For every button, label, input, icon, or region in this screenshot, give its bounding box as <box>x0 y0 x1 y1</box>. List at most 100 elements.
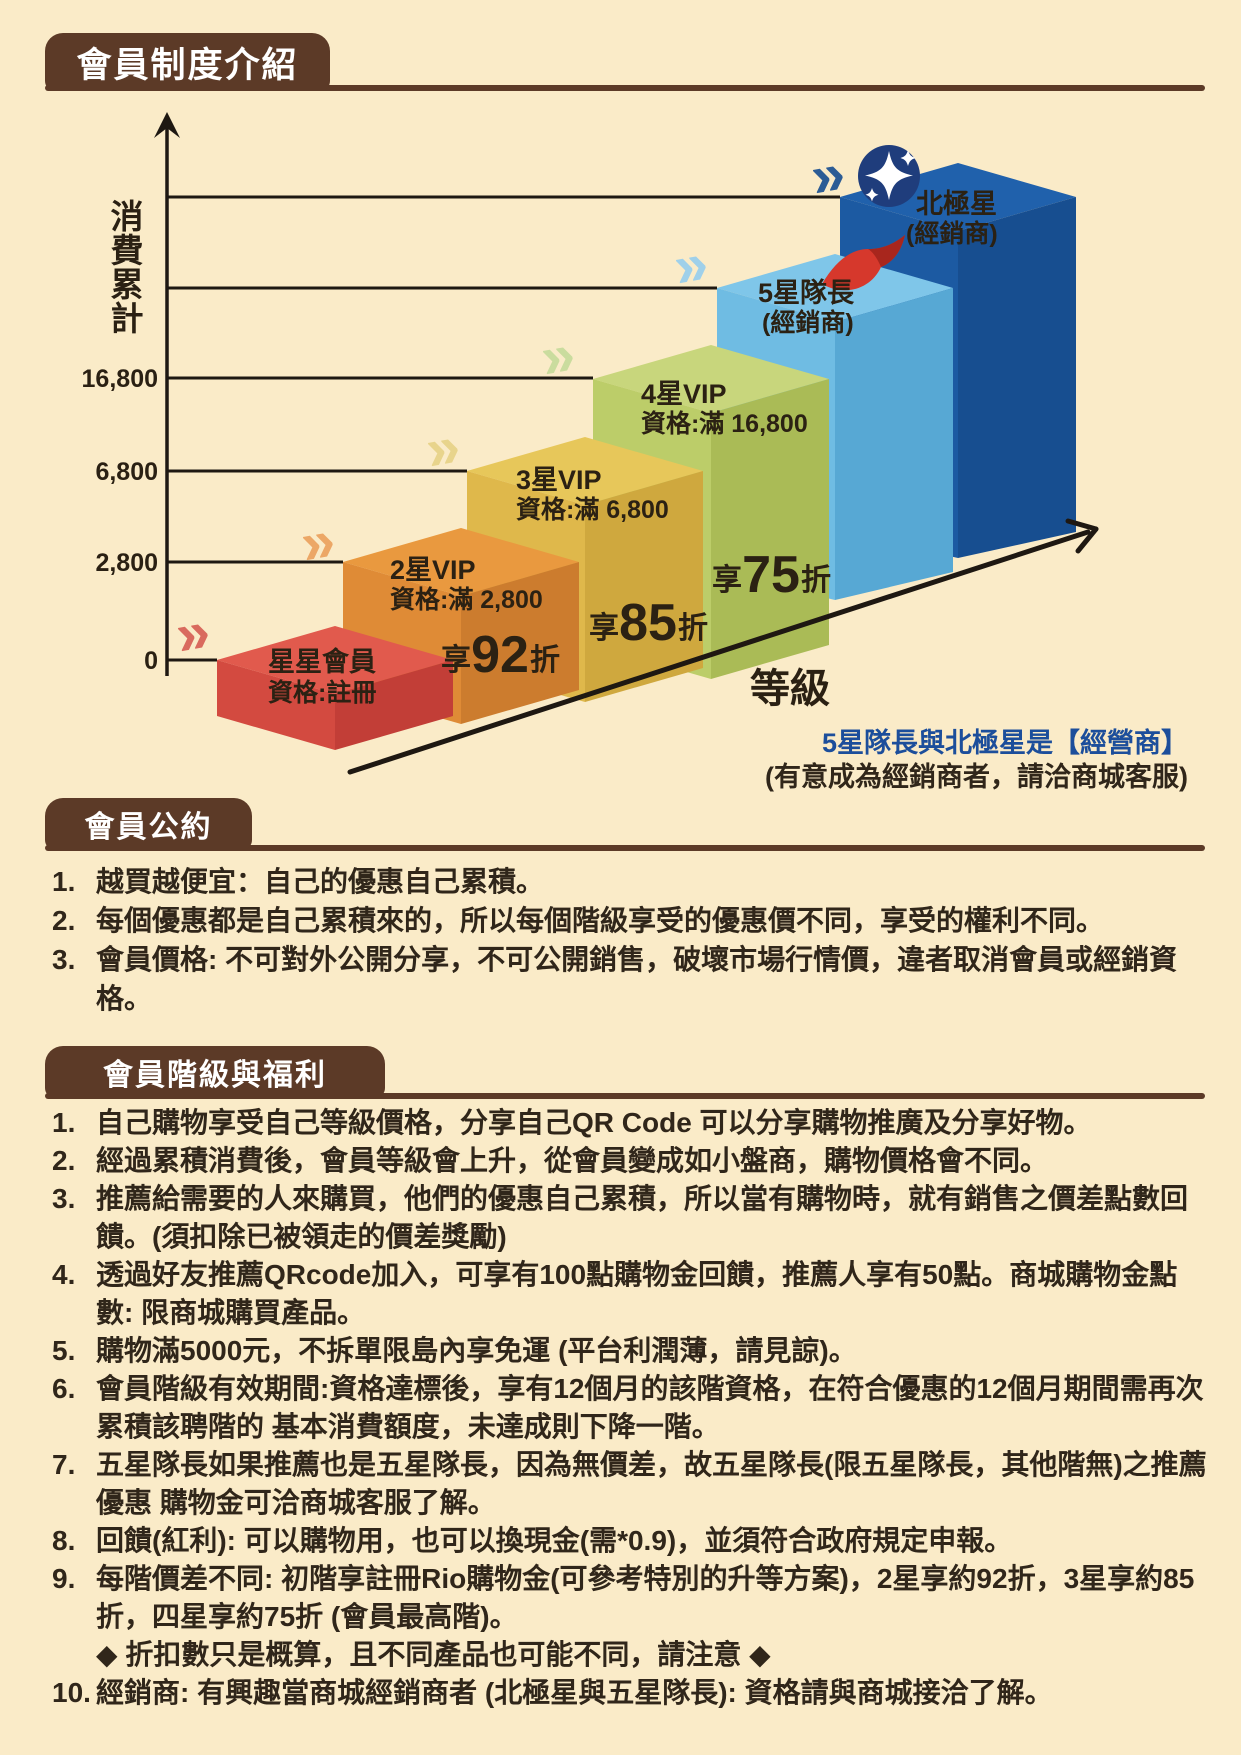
item-number: 10. <box>52 1677 91 1708</box>
item-text: 會員階級有效期間:資格達標後，享有12個月的該階資格，在符合優惠的12個月期間需… <box>96 1373 1204 1442</box>
block-left-face <box>217 660 335 750</box>
red-cape-icon <box>822 235 905 291</box>
item-text: 購物滿5000元，不拆單限島內享免運 (平台利潤薄，請見諒)。 <box>96 1335 857 1366</box>
item-text-main: 每階價差不同: 初階享註冊Rio購物金(可參考特別的升等方案)，2星享約92折，… <box>96 1563 1195 1632</box>
chevron-icon: » <box>536 320 581 392</box>
benefits-divider <box>45 1093 1205 1099</box>
block-labels: 星星會員 資格:註冊 2星VIP 資格:滿 2,800 3星VIP 資格:滿 6… <box>268 189 998 707</box>
item-number: 4. <box>52 1259 76 1290</box>
level-name: 3星VIP <box>516 465 602 495</box>
item-number: 5. <box>52 1335 76 1366</box>
item-number: 1. <box>52 1107 76 1138</box>
benefits-list: 1. 自己購物享受自己等級價格，分享自己QR Code 可以分享購物推廣及分享好… <box>52 1104 1207 1712</box>
list-item: 2. 經過累積消費後，會員等級會上升，從會員變成如小盤商，購物價格會不同。 <box>52 1142 1207 1180</box>
list-item: 2. 每個優惠都是自己累積來的，所以每個階級享受的優惠價不同，享受的權利不同。 <box>52 901 1207 940</box>
chevron-icon: » <box>421 412 466 484</box>
level-qualification: 資格:滿 6,800 <box>516 495 669 524</box>
item-number: 7. <box>52 1449 76 1480</box>
rules-section-title: 會員公約 <box>45 798 252 850</box>
item-number: 8. <box>52 1525 76 1556</box>
item-note: ◆ 折扣數只是概算，且不同產品也可能不同，請注意 ◆ <box>96 1639 771 1670</box>
page-title-label: 會員制度介紹 <box>76 45 299 85</box>
tick-0: 0 <box>144 647 158 675</box>
item-text: 自己購物享受自己等級價格，分享自己QR Code 可以分享購物推廣及分享好物。 <box>96 1107 1092 1138</box>
benefits-title-label: 會員階級與福利 <box>103 1059 327 1092</box>
y-axis-arrow-icon <box>154 112 180 138</box>
level-name: 星星會員 <box>268 646 376 677</box>
item-number: 9. <box>52 1563 76 1594</box>
rules-title-label: 會員公約 <box>84 811 213 844</box>
x-axis <box>347 518 1099 775</box>
membership-level-chart: 消 費 累 計 16,800 6,800 2,800 0 <box>82 112 1188 792</box>
item-text: 每階價差不同: 初階享註冊Rio購物金(可參考特別的升等方案)，2星享約92折，… <box>96 1560 1207 1674</box>
tick-2800: 2,800 <box>95 549 158 577</box>
discount-suffix: 折 <box>678 612 708 645</box>
level-qualification: 資格:註冊 <box>268 678 376 707</box>
rules-list: 1. 越買越便宜：自己的優惠自己累積。 2. 每個優惠都是自己累積來的，所以每個… <box>52 862 1207 1018</box>
tick-16800: 16,800 <box>82 365 158 393</box>
item-text: 越買越便宜：自己的優惠自己累積。 <box>96 866 545 897</box>
list-item: 3. 會員價格: 不可對外公開分享，不可公開銷售，破壞市場行情價，違者取消會員或… <box>52 940 1207 1018</box>
level-qualification: 資格:滿 16,800 <box>641 409 808 438</box>
item-text: 五星隊長如果推薦也是五星隊長，因為無價差，故五星隊長(限五星隊長，其他階無)之推… <box>96 1449 1207 1518</box>
list-item: 6. 會員階級有效期間:資格達標後，享有12個月的該階資格，在符合優惠的12個月… <box>52 1370 1207 1446</box>
discount-suffix: 折 <box>530 644 560 677</box>
y-label-char: 計 <box>111 300 144 337</box>
level-subtitle: (經銷商) <box>762 308 854 337</box>
item-number: 3. <box>52 944 76 975</box>
item-number: 6. <box>52 1373 76 1404</box>
north-star-icon <box>858 145 920 207</box>
x-axis-arrow-icon <box>1065 518 1099 532</box>
level-name: 北極星 <box>916 189 997 219</box>
level-name: 2星VIP <box>390 555 476 585</box>
item-number: 2. <box>52 905 76 936</box>
item-number: 3. <box>52 1183 76 1214</box>
discount-value: 92 <box>471 626 529 684</box>
list-item: 9. 每階價差不同: 初階享註冊Rio購物金(可參考特別的升等方案)，2星享約9… <box>52 1560 1207 1674</box>
list-item: 10. 經銷商: 有興趣當商城經銷商者 (北極星與五星隊長): 資格請與商城接洽… <box>52 1674 1207 1712</box>
level-subtitle: (經銷商) <box>906 219 998 248</box>
discount-prefix: 享 <box>589 611 619 645</box>
chevron-icon: » <box>806 139 851 211</box>
dealer-note-line1: 5星隊長與北極星是【經營商】 <box>822 727 1188 758</box>
block-right-face <box>835 288 953 600</box>
block-right-face <box>461 562 579 724</box>
item-text: 回饋(紅利): 可以購物用，也可以換現金(需*0.9)，並須符合政府規定申報。 <box>96 1525 1013 1556</box>
item-number: 1. <box>52 866 76 897</box>
item-text: 會員價格: 不可對外公開分享，不可公開銷售，破壞市場行情價，違者取消會員或經銷資… <box>96 944 1178 1014</box>
list-item: 3. 推薦給需要的人來購買，他們的優惠自己累積，所以當有購物時，就有銷售之價差點… <box>52 1180 1207 1256</box>
tick-6800: 6,800 <box>95 458 158 486</box>
gridlines <box>167 195 840 662</box>
level-name: 5星隊長 <box>758 278 855 308</box>
y-label-char: 消 <box>111 198 144 235</box>
block-right-face <box>958 197 1076 558</box>
list-item: 4. 透過好友推薦QRcode加入，可享有100點購物金回饋，推薦人享有50點。… <box>52 1256 1207 1332</box>
x-axis-label: 等級 <box>750 667 830 711</box>
benefits-section-title: 會員階級與福利 <box>45 1046 385 1098</box>
discount-value: 85 <box>619 594 677 652</box>
level-name: 4星VIP <box>641 379 727 409</box>
list-item: 1. 自己購物享受自己等級價格，分享自己QR Code 可以分享購物推廣及分享好… <box>52 1104 1207 1142</box>
y-axis-label: 消 費 累 計 <box>111 198 144 337</box>
item-text: 透過好友推薦QRcode加入，可享有100點購物金回饋，推薦人享有50點。商城購… <box>96 1259 1178 1328</box>
y-tick-labels: 16,800 6,800 2,800 0 <box>82 365 158 675</box>
level-qualification: 資格:滿 2,800 <box>390 585 543 614</box>
title-divider <box>45 85 1205 91</box>
discount-suffix: 折 <box>801 564 831 597</box>
item-text: 推薦給需要的人來購買，他們的優惠自己累積，所以當有購物時，就有銷售之價差點數回饋… <box>96 1183 1189 1252</box>
x-axis-arrow-icon <box>1075 526 1099 554</box>
list-item: 7. 五星隊長如果推薦也是五星隊長，因為無價差，故五星隊長(限五星隊長，其他階無… <box>52 1446 1207 1522</box>
y-label-char: 費 <box>111 232 144 269</box>
dealer-note-line2: (有意成為經銷商者，請洽商城客服) <box>765 761 1188 792</box>
chevron-icon: » <box>669 229 714 301</box>
list-item: 1. 越買越便宜：自己的優惠自己累積。 <box>52 862 1207 901</box>
rules-divider <box>45 845 1205 851</box>
discount-labels: 享 92 折 享 85 折 享 75 折 <box>441 546 831 684</box>
y-label-char: 累 <box>111 266 144 303</box>
item-text: 經銷商: 有興趣當商城經銷商者 (北極星與五星隊長): 資格請與商城接洽了解。 <box>96 1677 1053 1708</box>
block-star-member <box>217 626 453 750</box>
item-text: 經過累積消費後，會員等級會上升，從會員變成如小盤商，購物價格會不同。 <box>96 1145 1049 1176</box>
discount-prefix: 享 <box>441 643 471 677</box>
list-item: 5. 購物滿5000元，不拆單限島內享免運 (平台利潤薄，請見諒)。 <box>52 1332 1207 1370</box>
